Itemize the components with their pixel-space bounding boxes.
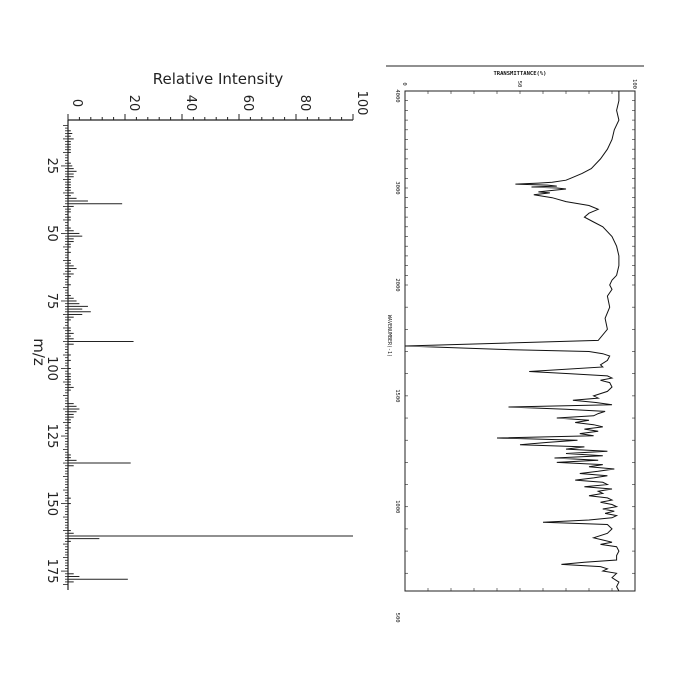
ir-x-tick-label: 1000 bbox=[394, 500, 400, 513]
ms-x-tick-label: 125 bbox=[44, 424, 59, 449]
ir-y-tick-labels: 0 50 100 bbox=[401, 79, 637, 89]
ms-axis bbox=[61, 114, 354, 590]
ir-x-tick-label: 2000 bbox=[394, 278, 400, 291]
ir-x-tick-label: 3000 bbox=[394, 181, 400, 194]
ir-axis-ticks bbox=[405, 90, 635, 591]
ms-peaks bbox=[68, 130, 353, 583]
ms-y-tick-labels: 0 20 40 60 80 100 bbox=[69, 91, 369, 116]
ms-x-tick-label: 150 bbox=[44, 491, 59, 516]
ms-x-tick-label: 75 bbox=[44, 293, 59, 310]
ir-xlabel: WAVENUMBER(-1) bbox=[386, 315, 392, 357]
ms-y-tick-label: 60 bbox=[240, 95, 255, 112]
ms-y-tick-label: 0 bbox=[69, 99, 84, 107]
ir-series-line bbox=[404, 91, 620, 592]
ir-title: TRANSMITTANCE(%) bbox=[494, 71, 547, 77]
ms-x-tick-label: 100 bbox=[44, 356, 59, 381]
ms-x-tick-label: 25 bbox=[44, 158, 59, 175]
ir-spectrum-chart: TRANSMITTANCE(%) 0 50 100 4000 3000 2000 1500… bbox=[386, 65, 644, 623]
ms-y-tick-label: 20 bbox=[126, 95, 141, 112]
ms-xlabel: m/z bbox=[30, 338, 48, 366]
ms-y-tick-label: 100 bbox=[354, 91, 369, 116]
ms-x-tick-label: 50 bbox=[44, 225, 59, 242]
ir-plot-frame bbox=[404, 90, 636, 592]
ir-x-tick-label: 500 bbox=[394, 613, 400, 623]
mass-spectrum-chart: Relative Intensity 0 20 40 60 80 100 25 50 75 10… bbox=[30, 70, 369, 590]
ir-y-tick-label: 0 bbox=[401, 82, 407, 85]
ir-x-tick-label: 4000 bbox=[394, 89, 400, 102]
ms-y-tick-label: 80 bbox=[297, 95, 312, 112]
ms-x-tick-label: 175 bbox=[44, 559, 59, 584]
ir-y-tick-label: 100 bbox=[631, 79, 637, 89]
ms-x-tick-labels: 25 50 75 100 125 150 175 bbox=[44, 158, 59, 584]
ir-x-tick-labels: 4000 3000 2000 1500 1000 500 bbox=[394, 89, 400, 622]
ir-x-tick-label: 1500 bbox=[394, 389, 400, 402]
ms-y-tick-label: 40 bbox=[183, 95, 198, 112]
ms-ylabel: Relative Intensity bbox=[153, 70, 284, 88]
ir-y-tick-label: 50 bbox=[516, 81, 522, 88]
